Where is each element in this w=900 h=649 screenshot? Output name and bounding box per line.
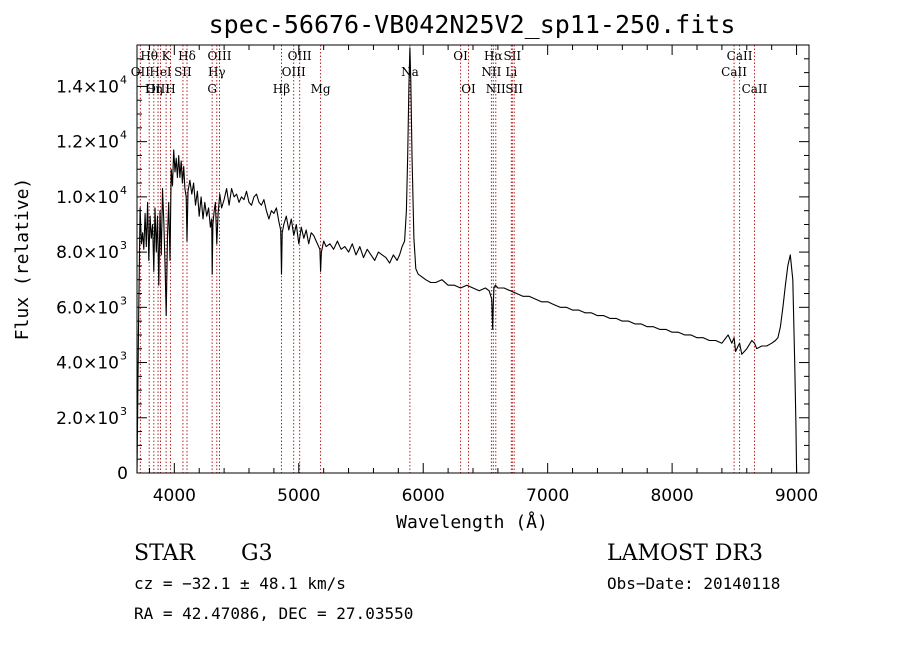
y-tick-mantissa-4: 8.0×10 bbox=[56, 243, 119, 263]
chart-title: spec-56676-VB042N25V2_sp11-250.fits bbox=[209, 10, 736, 39]
object-class: STAR bbox=[134, 541, 196, 566]
line-label-5: HeI bbox=[149, 65, 172, 79]
y-tick-mantissa-7: 1.4×10 bbox=[56, 77, 119, 97]
x-axis-label: Wavelength (Å) bbox=[396, 511, 548, 533]
line-label-27: CaII bbox=[742, 82, 768, 96]
line-label-17: OI bbox=[453, 49, 468, 63]
line-label-22: Li bbox=[505, 65, 517, 79]
x-tick-label-5: 9000 bbox=[775, 486, 818, 506]
spectral-line-markers bbox=[139, 45, 755, 473]
plot-frame bbox=[136, 44, 810, 474]
y-tick-mantissa-6: 1.2×10 bbox=[56, 133, 119, 153]
x-axis: 4000 5000 6000 7000 8000 9000 bbox=[148, 45, 818, 506]
y-tick-mantissa-2: 4.0×10 bbox=[56, 354, 119, 374]
y-tick-mantissa-1: 2.0×10 bbox=[56, 409, 119, 429]
y-tick-exponent-2: 3 bbox=[120, 350, 127, 363]
line-label-9: OIII bbox=[207, 49, 231, 63]
line-label-10: Hγ bbox=[208, 65, 226, 79]
line-label-8: SII bbox=[174, 65, 192, 79]
y-tick-label-3: 6.0×10 bbox=[56, 298, 119, 318]
x-tick-label-2: 6000 bbox=[402, 486, 445, 506]
line-label-4: K bbox=[162, 49, 172, 63]
line-label-19: Hα bbox=[484, 49, 503, 63]
y-tick-label-2: 4.0×10 bbox=[56, 354, 119, 374]
spectrum-layer bbox=[136, 47, 798, 474]
y-tick-label-1: 2.0×10 bbox=[56, 409, 119, 429]
y-tick-mantissa-5: 1.0×10 bbox=[56, 188, 119, 208]
y-tick-exponent-4: 3 bbox=[120, 239, 127, 252]
line-label-11: G bbox=[207, 82, 217, 96]
line-label-14: OIII bbox=[282, 65, 306, 79]
line-label-1: OII bbox=[131, 65, 151, 79]
line-label-6: H bbox=[165, 82, 175, 96]
x-tick-label-0: 4000 bbox=[153, 486, 196, 506]
y-tick-label-0: 0 bbox=[117, 464, 128, 484]
line-label-26: CaII bbox=[721, 65, 747, 79]
line-label-25: CaII bbox=[727, 49, 753, 63]
y-tick-label-7: 1.4×10 bbox=[56, 77, 119, 97]
line-label-3: Hη bbox=[145, 82, 163, 96]
y-tick-exponent-7: 4 bbox=[120, 73, 127, 86]
line-label-13: OIII bbox=[288, 49, 312, 63]
y-axis: 02.0×10 34.0×10 36.0×10 38.0×10 31.0×10 41.2×… bbox=[56, 58, 809, 484]
y-tick-mantissa-3: 6.0×10 bbox=[56, 298, 119, 318]
x-tick-label-3: 7000 bbox=[526, 486, 569, 506]
y-tick-label-6: 1.2×10 bbox=[56, 133, 119, 153]
y-tick-mantissa-0: 0 bbox=[117, 464, 128, 484]
y-tick-exponent-6: 4 bbox=[120, 129, 127, 142]
y-tick-exponent-5: 4 bbox=[120, 184, 127, 197]
line-label-15: Mg bbox=[311, 82, 331, 96]
line-label-12: Hβ bbox=[273, 82, 290, 96]
line-label-16: Na bbox=[401, 65, 419, 79]
object-subclass: G3 bbox=[241, 541, 273, 566]
sky-coordinates: RA = 42.47086, DEC = 27.03550 bbox=[134, 604, 413, 623]
x-tick-label-4: 8000 bbox=[650, 486, 693, 506]
line-label-2: OIII bbox=[146, 82, 170, 96]
line-label-7: Hδ bbox=[178, 49, 196, 63]
line-label-24: SII bbox=[505, 82, 523, 96]
redshift-value: cz = −32.1 ± 48.1 km/s bbox=[134, 574, 346, 593]
x-tick-label-1: 5000 bbox=[277, 486, 320, 506]
line-label-18: OI bbox=[461, 82, 476, 96]
observation-date: Obs−Date: 20140118 bbox=[607, 574, 780, 593]
line-label-0: Hθ bbox=[140, 49, 158, 63]
y-axis-label: Flux (relative) bbox=[12, 178, 33, 341]
y-tick-exponent-1: 3 bbox=[120, 405, 127, 418]
line-label-23: NII bbox=[486, 82, 506, 96]
line-label-21: NII bbox=[481, 65, 501, 79]
survey-name: LAMOST DR3 bbox=[607, 541, 763, 566]
line-label-20: SII bbox=[503, 49, 521, 63]
y-tick-exponent-3: 3 bbox=[120, 294, 127, 307]
y-tick-label-4: 8.0×10 bbox=[56, 243, 119, 263]
y-tick-label-5: 1.0×10 bbox=[56, 188, 119, 208]
spectrum-line bbox=[136, 47, 798, 474]
